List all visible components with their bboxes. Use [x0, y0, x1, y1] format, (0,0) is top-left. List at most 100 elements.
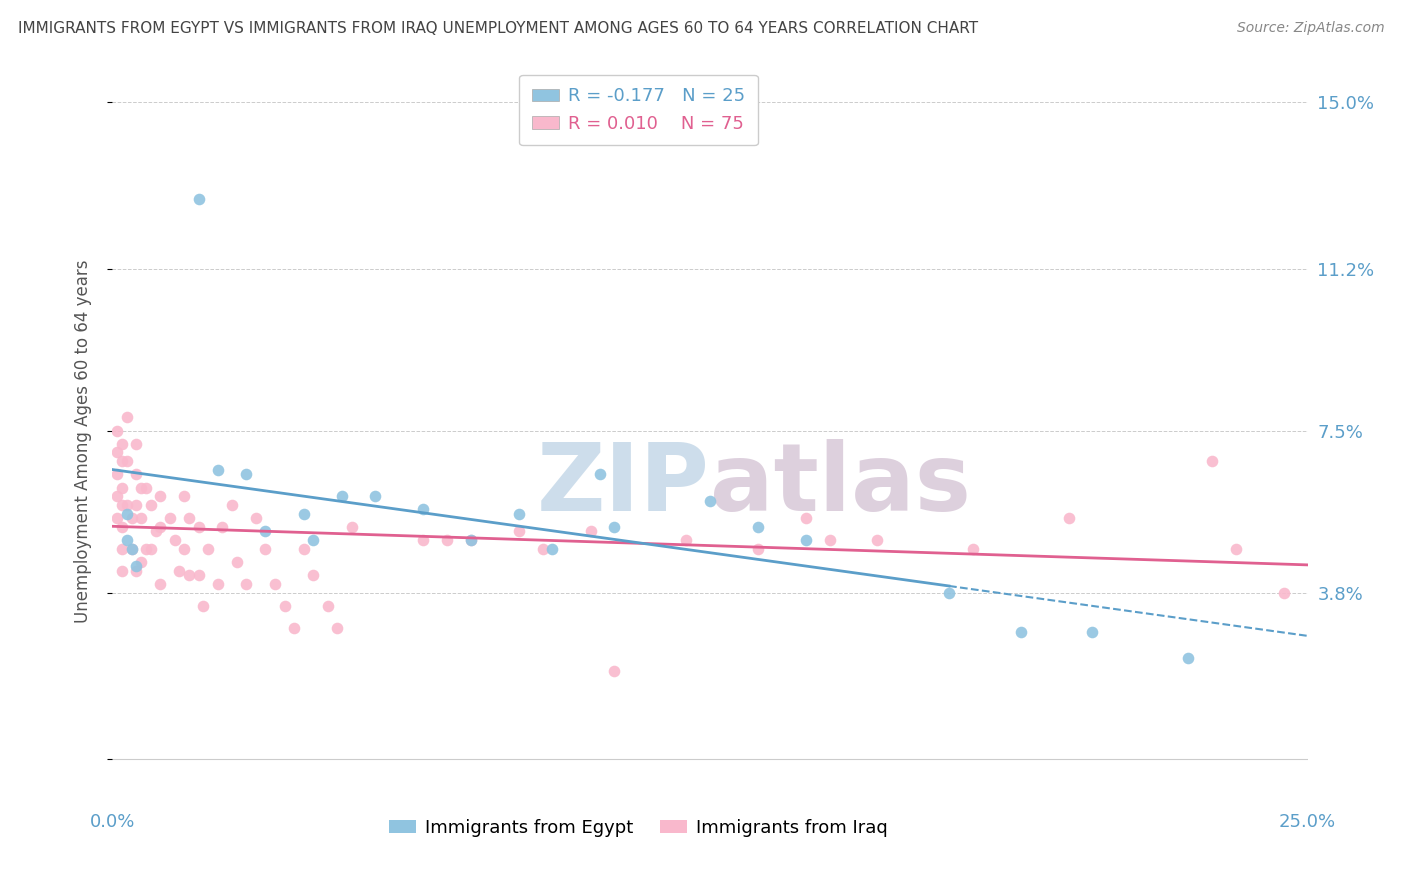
Point: [115, 498, 138, 512]
Point: [603, 520, 626, 534]
Point: [105, 489, 128, 503]
Point: [121, 511, 143, 525]
Point: [111, 520, 134, 534]
Point: [264, 577, 287, 591]
Point: [115, 533, 138, 547]
Point: [235, 467, 257, 482]
Point: [589, 467, 612, 482]
Point: [866, 533, 889, 547]
Point: [173, 489, 195, 503]
Point: [1010, 625, 1032, 640]
Point: [364, 489, 387, 503]
Point: [794, 511, 817, 525]
Point: [159, 511, 181, 525]
Point: [115, 454, 138, 468]
Point: [225, 555, 247, 569]
Text: ZIP: ZIP: [537, 439, 710, 531]
Point: [962, 541, 984, 556]
Point: [125, 467, 148, 482]
Point: [316, 599, 339, 613]
Point: [460, 533, 482, 547]
Point: [818, 533, 841, 547]
Point: [1177, 651, 1199, 665]
Point: [135, 481, 157, 495]
Point: [531, 541, 554, 556]
Point: [699, 493, 721, 508]
Point: [177, 568, 200, 582]
Point: [187, 192, 209, 206]
Point: [603, 665, 626, 679]
Point: [111, 498, 134, 512]
Point: [173, 541, 195, 556]
Point: [245, 511, 267, 525]
Point: [207, 577, 229, 591]
Point: [254, 541, 277, 556]
Text: IMMIGRANTS FROM EGYPT VS IMMIGRANTS FROM IRAQ UNEMPLOYMENT AMONG AGES 60 TO 64 Y: IMMIGRANTS FROM EGYPT VS IMMIGRANTS FROM…: [18, 21, 979, 36]
Point: [273, 599, 295, 613]
Point: [111, 454, 134, 468]
Point: [326, 621, 349, 635]
Point: [121, 541, 143, 556]
Point: [211, 520, 233, 534]
Point: [283, 621, 305, 635]
Point: [302, 533, 325, 547]
Point: [938, 585, 960, 599]
Point: [292, 507, 315, 521]
Point: [125, 564, 148, 578]
Legend: Immigrants from Egypt, Immigrants from Iraq: Immigrants from Egypt, Immigrants from I…: [381, 812, 896, 845]
Point: [508, 524, 530, 539]
Point: [207, 463, 229, 477]
Point: [111, 481, 134, 495]
Point: [187, 568, 209, 582]
Point: [412, 502, 434, 516]
Text: Source: ZipAtlas.com: Source: ZipAtlas.com: [1237, 21, 1385, 35]
Point: [145, 524, 167, 539]
Point: [129, 511, 152, 525]
Point: [115, 507, 138, 521]
Point: [129, 481, 152, 495]
Point: [221, 498, 243, 512]
Text: atlas: atlas: [710, 439, 972, 531]
Point: [579, 524, 602, 539]
Point: [139, 498, 162, 512]
Point: [139, 541, 162, 556]
Point: [747, 520, 769, 534]
Point: [187, 520, 209, 534]
Point: [412, 533, 434, 547]
Point: [125, 498, 148, 512]
Point: [1201, 454, 1223, 468]
Point: [121, 541, 143, 556]
Point: [105, 467, 128, 482]
Point: [292, 541, 315, 556]
Point: [111, 564, 134, 578]
Point: [1057, 511, 1080, 525]
Point: [436, 533, 458, 547]
Point: [177, 511, 200, 525]
Point: [541, 541, 564, 556]
Point: [129, 555, 152, 569]
Point: [747, 541, 769, 556]
Point: [125, 559, 148, 574]
Point: [149, 489, 172, 503]
Point: [135, 541, 157, 556]
Point: [794, 533, 817, 547]
Point: [111, 436, 134, 450]
Point: [508, 507, 530, 521]
Point: [163, 533, 186, 547]
Point: [125, 436, 148, 450]
Point: [254, 524, 277, 539]
Point: [302, 568, 325, 582]
Point: [115, 410, 138, 425]
Point: [340, 520, 363, 534]
Point: [197, 541, 219, 556]
Point: [111, 541, 134, 556]
Y-axis label: Unemployment Among Ages 60 to 64 years: Unemployment Among Ages 60 to 64 years: [73, 260, 91, 624]
Point: [1225, 541, 1247, 556]
Point: [330, 489, 353, 503]
Point: [169, 564, 191, 578]
Point: [193, 599, 215, 613]
Point: [149, 520, 172, 534]
Point: [105, 511, 128, 525]
Point: [1272, 585, 1295, 599]
Point: [105, 424, 128, 438]
